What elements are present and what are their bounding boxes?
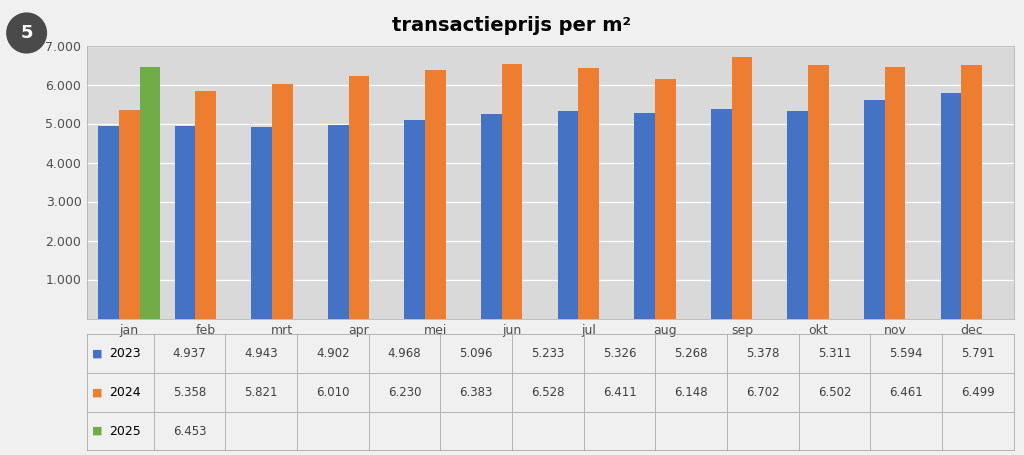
Text: 5.358: 5.358 xyxy=(173,386,206,399)
Text: 5.326: 5.326 xyxy=(603,347,636,360)
Text: 6.502: 6.502 xyxy=(818,386,851,399)
Bar xyxy=(348,76,370,318)
Bar xyxy=(251,127,272,318)
Text: 5.821: 5.821 xyxy=(245,386,278,399)
Bar xyxy=(711,109,731,318)
Circle shape xyxy=(7,13,46,53)
Text: 6.230: 6.230 xyxy=(388,386,421,399)
Text: 6.010: 6.010 xyxy=(316,386,349,399)
Text: 6.148: 6.148 xyxy=(675,386,708,399)
Bar xyxy=(962,65,982,318)
Bar xyxy=(139,67,160,318)
Text: transactieprijs per m²: transactieprijs per m² xyxy=(392,15,632,35)
Bar xyxy=(502,64,522,318)
Text: 5: 5 xyxy=(20,24,33,42)
Bar xyxy=(481,114,502,318)
Text: 2023: 2023 xyxy=(110,347,141,360)
Text: 4.937: 4.937 xyxy=(173,347,206,360)
Bar xyxy=(885,66,905,318)
Text: 4.968: 4.968 xyxy=(388,347,421,360)
Text: 5.791: 5.791 xyxy=(962,347,994,360)
Bar xyxy=(558,111,579,318)
Bar xyxy=(787,111,808,318)
Text: ■: ■ xyxy=(92,426,102,436)
Text: 5.096: 5.096 xyxy=(460,347,493,360)
Text: 6.528: 6.528 xyxy=(531,386,564,399)
Text: 2025: 2025 xyxy=(110,425,141,438)
Text: ■: ■ xyxy=(92,388,102,397)
Bar xyxy=(272,84,293,318)
Text: 6.383: 6.383 xyxy=(460,386,493,399)
Bar xyxy=(98,126,119,318)
Bar xyxy=(328,125,348,318)
Text: 5.378: 5.378 xyxy=(746,347,779,360)
Bar xyxy=(655,79,676,318)
Text: 6.453: 6.453 xyxy=(173,425,206,438)
Text: ■: ■ xyxy=(92,349,102,359)
Bar xyxy=(175,126,196,318)
Bar xyxy=(196,91,216,318)
Text: 6.461: 6.461 xyxy=(890,386,923,399)
Text: 6.411: 6.411 xyxy=(603,386,636,399)
Text: 6.499: 6.499 xyxy=(962,386,994,399)
Bar xyxy=(808,65,828,318)
Bar xyxy=(941,93,962,318)
Bar xyxy=(634,113,655,318)
Bar xyxy=(579,68,599,318)
Bar xyxy=(404,120,425,318)
Bar xyxy=(731,57,753,318)
Text: 5.311: 5.311 xyxy=(818,347,851,360)
Text: 2024: 2024 xyxy=(110,386,141,399)
Text: 5.594: 5.594 xyxy=(890,347,923,360)
Text: 5.233: 5.233 xyxy=(531,347,564,360)
Text: 6.702: 6.702 xyxy=(746,386,779,399)
Text: 4.943: 4.943 xyxy=(245,347,278,360)
Text: 5.268: 5.268 xyxy=(675,347,708,360)
Bar xyxy=(864,101,885,318)
Bar xyxy=(425,70,445,318)
Bar xyxy=(119,110,139,318)
Text: 4.902: 4.902 xyxy=(316,347,349,360)
